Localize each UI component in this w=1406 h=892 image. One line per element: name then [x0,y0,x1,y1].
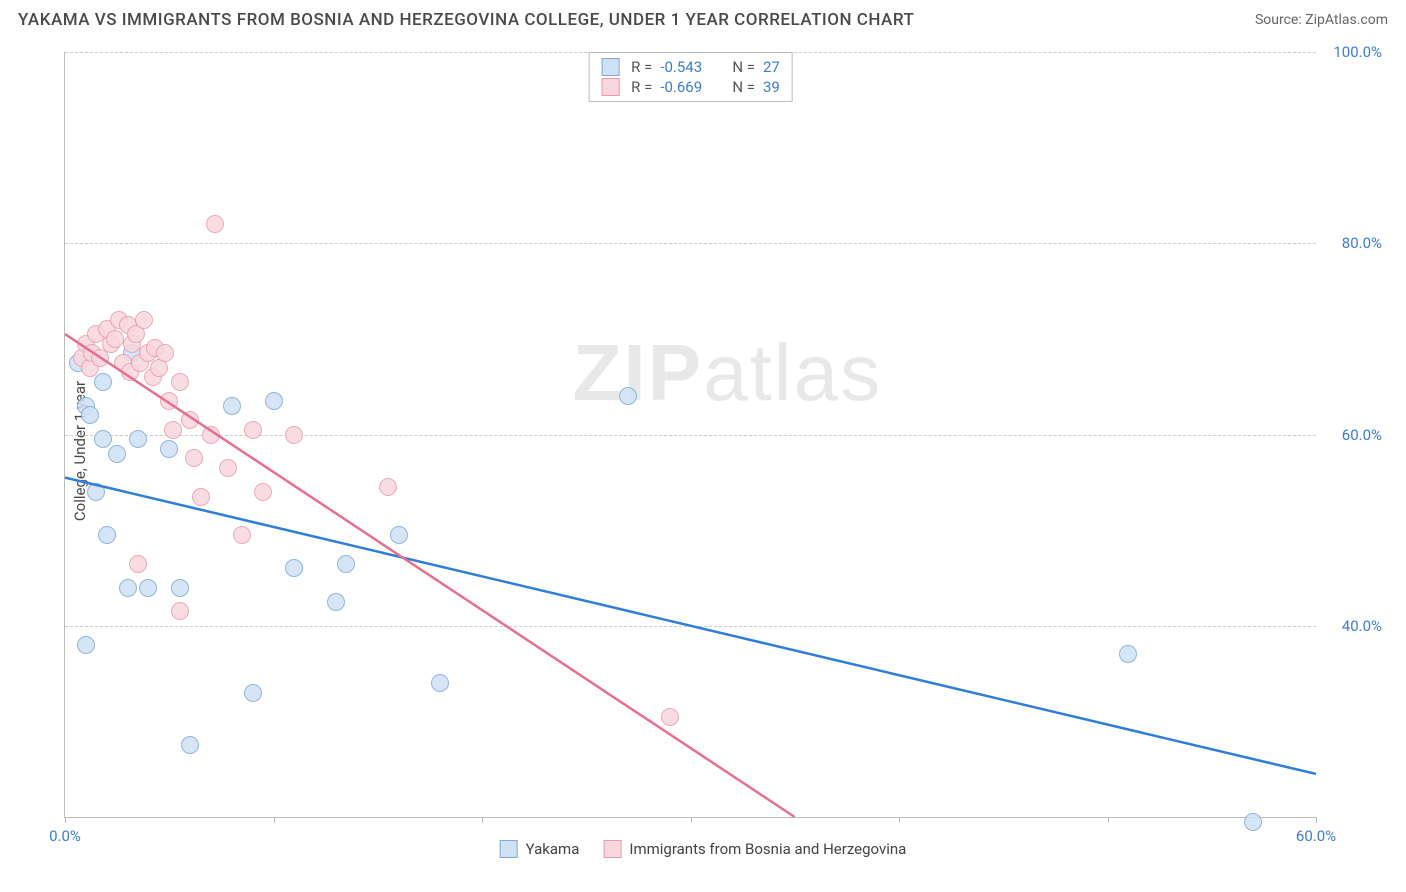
data-point [156,344,174,362]
data-point [206,215,224,233]
data-point [119,579,137,597]
data-point [94,430,112,448]
legend-item: Immigrants from Bosnia and Herzegovina [603,840,906,858]
legend-item: Yakama [500,840,580,858]
r-label: R = [631,58,652,76]
data-point [244,684,262,702]
plot-area: ZIPatlas R = -0.543 N = 27 R = -0.669 N … [64,52,1316,818]
r-label: R = [631,78,652,96]
legend-item-label: Immigrants from Bosnia and Herzegovina [629,840,906,858]
legend-swatch-icon [500,840,518,858]
data-point [390,526,408,544]
n-label: N = [732,78,755,96]
data-point [285,426,303,444]
data-point [139,579,157,597]
legend-row: R = -0.669 N = 39 [601,77,780,97]
watermark-atlas: atlas [703,328,882,417]
data-point [431,674,449,692]
data-point [337,555,355,573]
data-point [106,330,124,348]
chart-title: YAKAMA VS IMMIGRANTS FROM BOSNIA AND HER… [18,10,914,30]
series-legend: Yakama Immigrants from Bosnia and Herzeg… [500,840,907,858]
x-tick [482,817,483,823]
source-label: Source: ZipAtlas.com [1255,12,1388,28]
data-point [185,449,203,467]
correlation-legend: R = -0.543 N = 27 R = -0.669 N = 39 [588,52,793,102]
data-point [171,373,189,391]
x-tick-label: 60.0% [1296,827,1336,845]
data-point [1244,813,1262,831]
x-tick [1316,817,1317,823]
n-label: N = [732,58,755,76]
data-point [171,602,189,620]
x-tick [1108,817,1109,823]
data-point [1119,645,1137,663]
data-point [171,579,189,597]
data-point [160,440,178,458]
data-point [327,593,345,611]
y-tick-label: 100.0% [1333,43,1382,61]
data-point [285,559,303,577]
x-tick [274,817,275,823]
data-point [129,430,147,448]
data-point [254,483,272,501]
data-point [94,373,112,391]
data-point [98,526,116,544]
r-value: -0.669 [660,78,716,96]
n-value: 27 [763,58,780,76]
x-tick-label: 0.0% [49,827,81,845]
n-value: 39 [763,78,780,96]
gridline [65,243,1316,244]
data-point [223,397,241,415]
data-point [129,555,147,573]
data-point [77,636,95,654]
x-tick [899,817,900,823]
data-point [108,445,126,463]
legend-row: R = -0.543 N = 27 [601,57,780,77]
data-point [219,459,237,477]
r-value: -0.543 [660,58,716,76]
y-tick-label: 80.0% [1342,234,1382,252]
y-tick-label: 60.0% [1342,426,1382,444]
legend-swatch-icon [601,78,619,96]
data-point [265,392,283,410]
data-point [181,411,199,429]
gridline [65,626,1316,627]
data-point [379,478,397,496]
data-point [135,311,153,329]
data-point [192,488,210,506]
x-tick [65,817,66,823]
legend-item-label: Yakama [526,840,580,858]
data-point [87,483,105,501]
data-point [233,526,251,544]
data-point [164,421,182,439]
data-point [661,708,679,726]
data-point [202,426,220,444]
y-tick-label: 40.0% [1342,617,1382,635]
legend-swatch-icon [603,840,621,858]
x-tick [691,817,692,823]
watermark: ZIPatlas [573,327,882,419]
chart-container: College, Under 1 year ZIPatlas R = -0.54… [18,40,1388,862]
legend-swatch-icon [601,58,619,76]
data-point [81,406,99,424]
watermark-zip: ZIP [573,328,703,417]
data-point [160,392,178,410]
data-point [244,421,262,439]
data-point [181,736,199,754]
data-point [619,387,637,405]
